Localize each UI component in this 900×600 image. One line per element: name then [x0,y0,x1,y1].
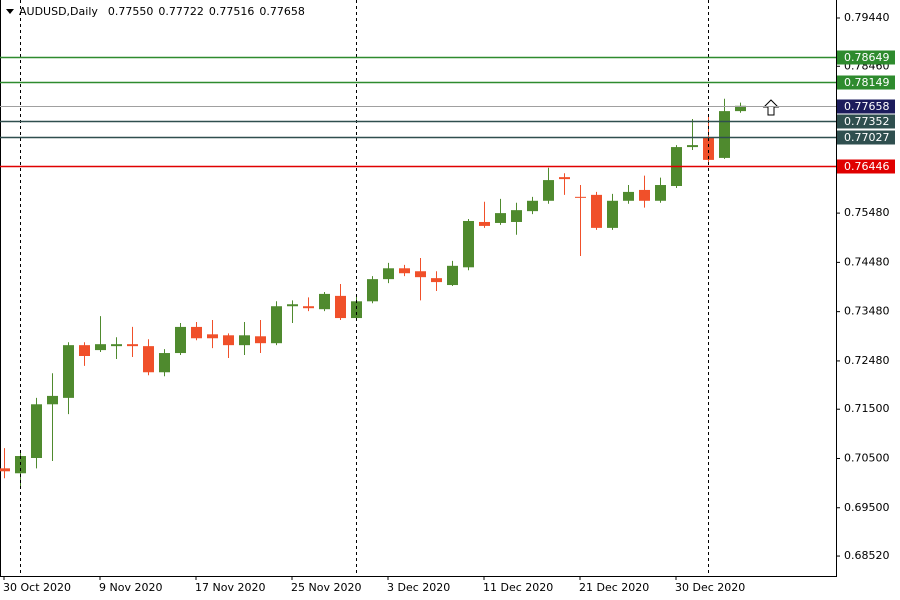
y-tick-label: 0.75480 [844,206,890,219]
candle-body [223,335,234,346]
x-tick-label: 3 Dec 2020 [387,581,450,594]
candle-body [143,346,154,373]
candle-body [239,335,250,346]
level-label: 0.77658 [844,100,890,113]
candle-body [79,345,90,356]
candle-body [655,185,666,201]
x-tick-label: 11 Dec 2020 [483,581,553,594]
candle-body [511,210,522,222]
candle-body [95,344,106,351]
candle-body [447,265,458,286]
candle-body [559,177,570,180]
x-tick-label: 9 Nov 2020 [99,581,162,594]
y-tick-label: 0.72480 [844,354,890,367]
candle-body [0,468,10,472]
candle-body [623,191,634,201]
candle-body [47,395,58,405]
x-tick-label: 30 Oct 2020 [3,581,71,594]
candle-body [719,111,730,158]
candle-body [207,334,218,339]
level-label-bg [837,75,895,90]
candle-body [127,344,138,347]
x-tick-label: 25 Nov 2020 [291,581,361,594]
candle-body [495,213,506,223]
candle-body [463,220,474,268]
candle-body [31,404,42,458]
ohlc-value: 0.77516 [209,5,255,18]
level-label-bg [837,50,895,65]
ohlc-value: 0.77658 [259,5,305,18]
level-label-bg [837,130,895,145]
y-tick-label: 0.71500 [844,402,890,415]
candle-body [271,306,282,344]
candle-body [415,271,426,278]
candle-body [383,268,394,280]
candle-body [159,353,170,373]
candle-body [63,345,74,398]
candle-body [335,295,346,319]
level-label: 0.78649 [844,51,890,64]
candle-body [319,293,330,310]
menu-triangle[interactable] [6,9,14,14]
candle-body [287,304,298,307]
level-label-bg [837,99,895,114]
candle-body [303,306,314,309]
candle-body [575,196,586,198]
candle-body [527,200,538,212]
candle-body [191,326,202,339]
y-tick-label: 0.74480 [844,255,890,268]
ohlc-value: 0.77722 [158,5,204,18]
candle-body [607,200,618,228]
candle-body [543,180,554,201]
candle-body [111,344,122,347]
candle-body [255,336,266,344]
candle-body [367,279,378,302]
ohlc-value: 0.77550 [108,5,154,18]
y-tick-label: 0.79440 [844,11,890,24]
candle-body [639,189,650,201]
level-label: 0.78149 [844,76,890,89]
candle-body [479,221,490,226]
y-tick-label: 0.69500 [844,501,890,514]
level-label: 0.77352 [844,115,890,128]
candle-body [175,326,186,354]
candle-body [351,301,362,319]
x-tick-label: 21 Dec 2020 [579,581,649,594]
candle-body [591,194,602,228]
candle-body [687,145,698,148]
level-label: 0.76446 [844,160,890,173]
level-label: 0.77027 [844,131,890,144]
symbol: AUDUSD,Daily [19,5,98,18]
y-tick-label: 0.70500 [844,451,890,464]
candle-body [399,268,410,274]
level-label-bg [837,159,895,174]
x-tick-label: 17 Nov 2020 [195,581,265,594]
candle-body [431,278,442,283]
candle-body [735,105,746,112]
y-tick-label: 0.68520 [844,549,890,562]
candle-body [703,137,714,160]
x-tick-label: 30 Dec 2020 [675,581,745,594]
level-label-bg [837,114,895,129]
y-tick-label: 0.73480 [844,305,890,318]
